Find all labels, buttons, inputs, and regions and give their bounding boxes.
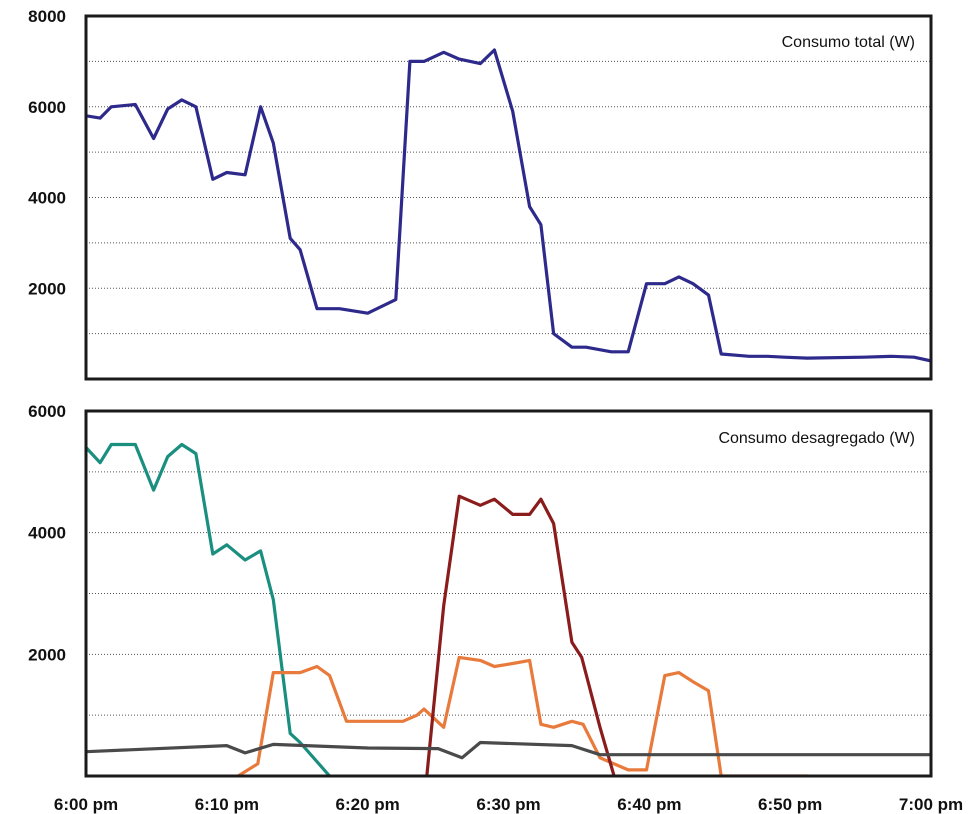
total-y-tick-label: 2000 bbox=[28, 279, 66, 298]
x-tick-label: 6:50 pm bbox=[758, 795, 822, 814]
total-plot-frame bbox=[84, 14, 933, 381]
disaggregated-chart-title: Consumo desagregado (W) bbox=[718, 430, 915, 447]
total-series-line-1 bbox=[86, 48, 931, 363]
disaggregated-plot-frame bbox=[84, 409, 933, 778]
x-tick-label: 6:00 pm bbox=[54, 795, 118, 814]
disaggregated-consumption-panel: Consumo desagregado (W) 6000 4000 2000 6:00 … bbox=[28, 402, 963, 814]
x-tick-label: 6:40 pm bbox=[617, 795, 681, 814]
disaggregated-series-line-1 bbox=[86, 442, 332, 776]
x-tick-label: 6:20 pm bbox=[336, 795, 400, 814]
total-chart-title: Consumo total (W) bbox=[782, 34, 915, 51]
total-y-tick-label: 6000 bbox=[28, 98, 66, 117]
disaggregated-y-tick-label: 4000 bbox=[28, 524, 66, 543]
disaggregated-y-tick-label: 6000 bbox=[28, 402, 66, 421]
disaggregated-series-line-3 bbox=[425, 494, 616, 776]
x-tick-label: 6:10 pm bbox=[195, 795, 259, 814]
disaggregated-series-line-4 bbox=[86, 740, 931, 760]
total-y-tick-label: 8000 bbox=[28, 7, 66, 26]
disaggregated-series-line-2 bbox=[236, 655, 809, 776]
x-tick-label: 7:00 pm bbox=[899, 795, 963, 814]
x-tick-label: 6:30 pm bbox=[476, 795, 540, 814]
total-consumption-panel: Consumo total (W) 8000 6000 4000 2000 bbox=[28, 7, 933, 381]
disaggregated-y-tick-label: 2000 bbox=[28, 645, 66, 664]
total-y-tick-label: 4000 bbox=[28, 189, 66, 208]
